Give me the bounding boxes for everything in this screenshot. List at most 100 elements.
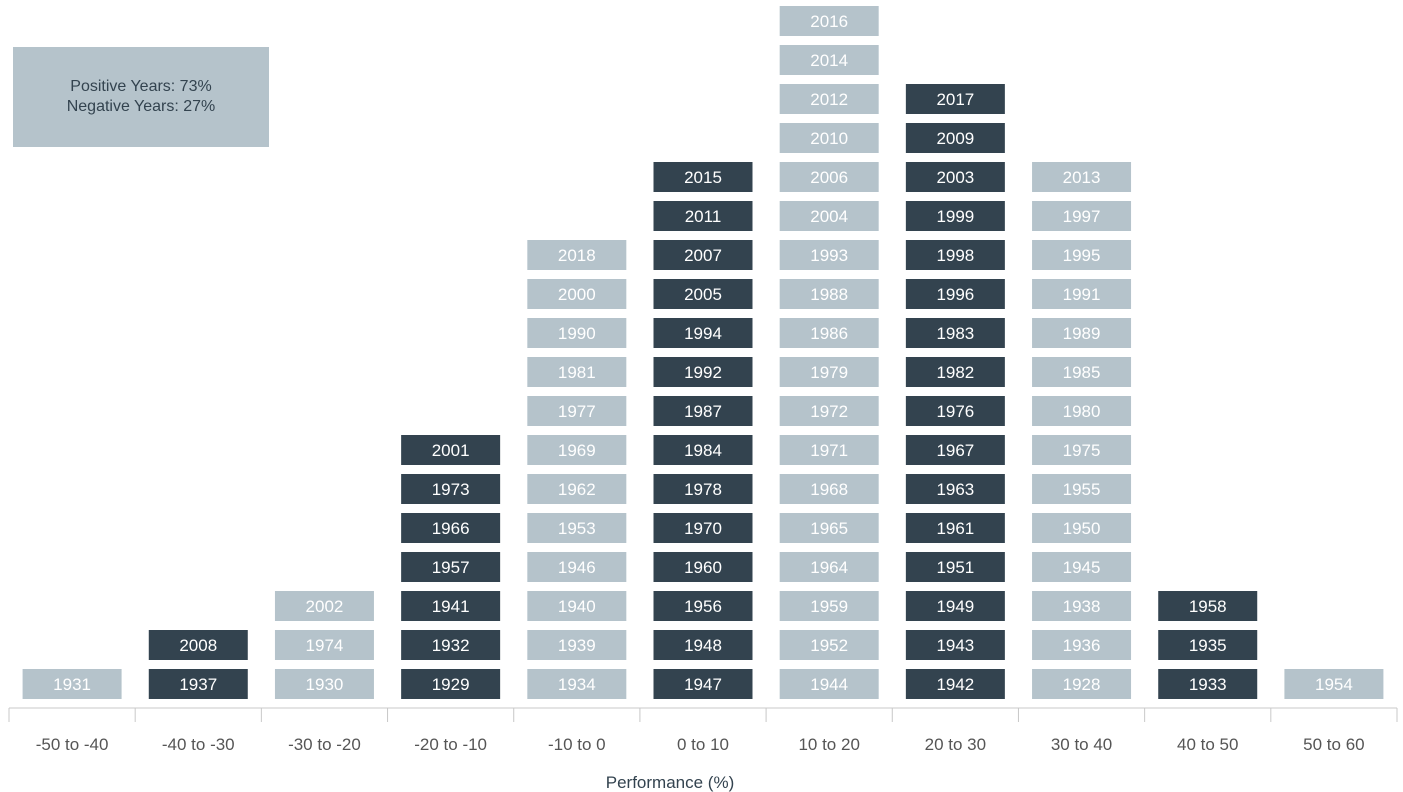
year-block: 1991 <box>1032 279 1132 309</box>
year-block: 2017 <box>905 84 1005 114</box>
year-block: 1993 <box>779 240 879 270</box>
year-block: 1964 <box>779 552 879 582</box>
year-block: 1938 <box>1032 591 1132 621</box>
summary-box: Positive Years: 73% Negative Years: 27% <box>13 47 269 147</box>
year-label: 1964 <box>810 558 848 577</box>
year-block-rect <box>148 630 248 660</box>
year-block: 1992 <box>653 357 753 387</box>
year-block-rect <box>653 474 753 504</box>
year-block: 1944 <box>779 669 879 699</box>
year-blocks: 1931 1937 2008 1930 1974 2002 1929 1932 1941 1957… <box>22 6 1384 699</box>
year-block-rect <box>274 591 374 621</box>
year-label: 1973 <box>432 480 470 499</box>
year-block-rect <box>1032 552 1132 582</box>
year-label: 1976 <box>936 402 974 421</box>
year-label: 2003 <box>936 168 974 187</box>
year-block: 1975 <box>1032 435 1132 465</box>
year-label: 1946 <box>558 558 596 577</box>
year-label: 1961 <box>936 519 974 538</box>
year-block: 1947 <box>653 669 753 699</box>
year-block: 2009 <box>905 123 1005 153</box>
year-label: 1933 <box>1189 675 1227 694</box>
year-label: 1960 <box>684 558 722 577</box>
year-label: 1994 <box>684 324 722 343</box>
year-label: 1970 <box>684 519 722 538</box>
year-label: 1954 <box>1315 675 1353 694</box>
year-label: 2014 <box>810 51 848 70</box>
year-block-rect <box>905 318 1005 348</box>
x-tick-label: 30 to 40 <box>1051 735 1112 754</box>
year-label: 1941 <box>432 597 470 616</box>
year-block: 1932 <box>401 630 501 660</box>
x-tick-label: -30 to -20 <box>288 735 361 754</box>
year-label: 1942 <box>936 675 974 694</box>
year-block-rect <box>148 669 248 699</box>
year-block: 2001 <box>401 435 501 465</box>
year-block-rect <box>779 435 879 465</box>
year-block-rect <box>401 591 501 621</box>
year-block-rect <box>1032 669 1132 699</box>
year-block-rect <box>905 474 1005 504</box>
x-tick-label: 20 to 30 <box>925 735 986 754</box>
year-block-rect <box>1032 630 1132 660</box>
year-block: 1940 <box>527 591 627 621</box>
year-block: 1959 <box>779 591 879 621</box>
year-block: 1928 <box>1032 669 1132 699</box>
year-block-rect <box>905 123 1005 153</box>
year-block: 1953 <box>527 513 627 543</box>
year-block: 1931 <box>22 669 122 699</box>
year-label: 2018 <box>558 246 596 265</box>
year-block-rect <box>22 669 122 699</box>
year-block: 1935 <box>1158 630 1258 660</box>
year-label: 1955 <box>1063 480 1101 499</box>
year-block-rect <box>1032 162 1132 192</box>
year-block: 1952 <box>779 630 879 660</box>
year-block-rect <box>1032 357 1132 387</box>
year-label: 1952 <box>810 636 848 655</box>
year-block: 1951 <box>905 552 1005 582</box>
year-block-rect <box>779 630 879 660</box>
year-block-rect <box>779 552 879 582</box>
year-block: 1958 <box>1158 591 1258 621</box>
year-block: 1973 <box>401 474 501 504</box>
year-block: 1981 <box>527 357 627 387</box>
year-block-rect <box>527 318 627 348</box>
year-block-rect <box>779 396 879 426</box>
year-label: 1938 <box>1063 597 1101 616</box>
x-tick-label: 40 to 50 <box>1177 735 1238 754</box>
year-label: 1992 <box>684 363 722 382</box>
year-block: 2007 <box>653 240 753 270</box>
year-label: 2010 <box>810 129 848 148</box>
year-label: 1939 <box>558 636 596 655</box>
year-block: 2011 <box>653 201 753 231</box>
year-label: 1929 <box>432 675 470 694</box>
year-label: 1969 <box>558 441 596 460</box>
year-block: 2015 <box>653 162 753 192</box>
year-block-rect <box>905 435 1005 465</box>
year-label: 1937 <box>179 675 217 694</box>
summary-box-background <box>13 47 269 147</box>
year-label: 2012 <box>810 90 848 109</box>
year-block: 1949 <box>905 591 1005 621</box>
year-block-rect <box>779 45 879 75</box>
year-label: 1958 <box>1189 597 1227 616</box>
year-label: 1971 <box>810 441 848 460</box>
year-label: 2000 <box>558 285 596 304</box>
year-block: 1963 <box>905 474 1005 504</box>
year-block-rect <box>1032 435 1132 465</box>
x-axis-ticks <box>8 708 1398 722</box>
year-block: 2014 <box>779 45 879 75</box>
year-block-rect <box>527 669 627 699</box>
year-block-rect <box>779 162 879 192</box>
year-label: 1965 <box>810 519 848 538</box>
year-block-rect <box>274 630 374 660</box>
year-label: 1966 <box>432 519 470 538</box>
year-block-rect <box>527 357 627 387</box>
year-block: 2002 <box>274 591 374 621</box>
year-block: 2018 <box>527 240 627 270</box>
year-block: 1942 <box>905 669 1005 699</box>
year-label: 2006 <box>810 168 848 187</box>
year-block-rect <box>653 669 753 699</box>
year-block-rect <box>527 630 627 660</box>
year-label: 1996 <box>936 285 974 304</box>
